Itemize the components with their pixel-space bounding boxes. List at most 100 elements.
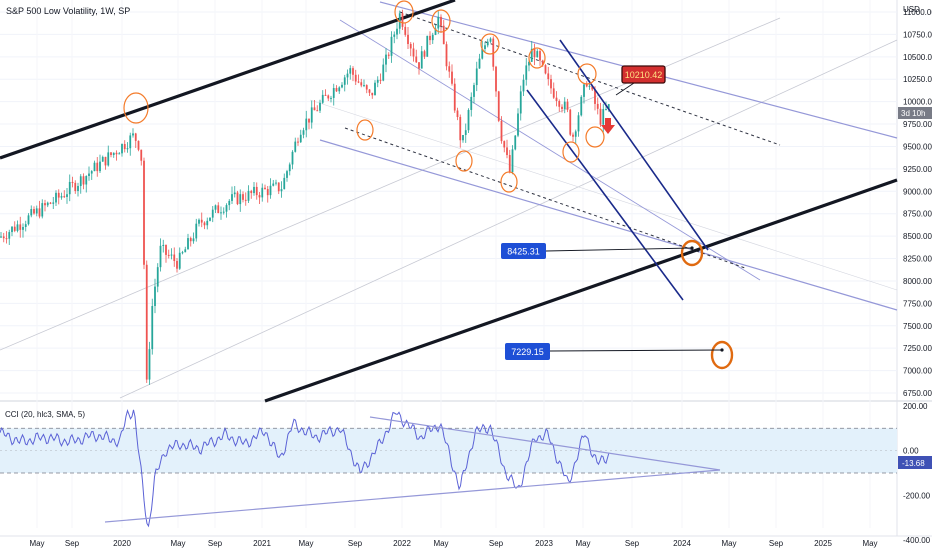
x-tick-label: May bbox=[170, 539, 185, 548]
candle-body bbox=[310, 107, 313, 123]
top-callout-box bbox=[621, 65, 666, 84]
candle-body bbox=[302, 130, 305, 135]
candle-body bbox=[420, 51, 423, 69]
candle-body bbox=[418, 62, 420, 69]
target-2-label[interactable]: 7229.15 bbox=[505, 343, 550, 360]
target-1-dot bbox=[690, 246, 694, 250]
highlight-circle bbox=[577, 63, 597, 85]
candle-body bbox=[222, 211, 225, 213]
highlight-circle bbox=[528, 47, 546, 69]
candle-body bbox=[404, 26, 407, 35]
x-tick-label: Sep bbox=[348, 539, 363, 548]
candle-body bbox=[492, 38, 495, 67]
cci-y-tick-label: -200.00 bbox=[903, 491, 931, 500]
candle-body bbox=[82, 176, 85, 185]
candle-body bbox=[294, 141, 297, 152]
candle-body bbox=[258, 195, 261, 198]
candle-body bbox=[203, 222, 206, 226]
candle-body bbox=[525, 65, 528, 80]
top-callout[interactable]: 10210.42 bbox=[621, 65, 666, 84]
dashed-upper-trendline bbox=[399, 11, 781, 146]
y-tick-label: 7500.00 bbox=[903, 322, 932, 331]
target-2-pointer bbox=[549, 349, 723, 352]
x-tick-label: 2020 bbox=[113, 539, 131, 548]
x-tick-label: May bbox=[29, 539, 44, 548]
candle-body bbox=[445, 44, 448, 67]
candle-body bbox=[431, 34, 434, 41]
candle-body bbox=[88, 173, 90, 177]
candle-body bbox=[154, 286, 156, 307]
candle-body bbox=[156, 267, 159, 287]
candle-body bbox=[66, 194, 68, 197]
candle-body bbox=[299, 134, 302, 143]
candle-body bbox=[19, 224, 22, 230]
x-tick-label: Sep bbox=[65, 539, 80, 548]
candle-body bbox=[506, 147, 508, 156]
top-callout-label: 10210.42 bbox=[625, 70, 663, 80]
x-tick-label: May bbox=[575, 539, 590, 548]
candle-body bbox=[316, 110, 319, 112]
cci-y-tick-label: 0.00 bbox=[903, 447, 919, 456]
candle-body bbox=[484, 45, 486, 49]
candle-body bbox=[577, 115, 580, 132]
candle-body bbox=[396, 28, 398, 35]
candle-body bbox=[426, 35, 429, 57]
y-tick-label: 6750.00 bbox=[903, 389, 932, 398]
candle-body bbox=[401, 13, 404, 27]
candle-body bbox=[580, 96, 583, 116]
candle-body bbox=[63, 196, 66, 198]
candle-body bbox=[266, 189, 269, 196]
candle-body bbox=[101, 156, 104, 162]
candle-body bbox=[407, 34, 409, 45]
candle-body bbox=[475, 68, 478, 86]
candle-body bbox=[30, 209, 33, 216]
candle-body bbox=[519, 91, 522, 114]
highlight-circle bbox=[394, 0, 414, 24]
candle-body bbox=[508, 155, 511, 173]
candle-body bbox=[107, 152, 110, 166]
candle-body bbox=[35, 208, 38, 214]
candle-body bbox=[528, 61, 530, 66]
x-tick-label: 2021 bbox=[253, 539, 271, 548]
candle-body bbox=[533, 48, 536, 58]
navy-lower-line bbox=[526, 89, 684, 301]
candle-body bbox=[96, 162, 99, 172]
candle-body bbox=[261, 187, 264, 198]
candle-body bbox=[176, 261, 178, 269]
y-tick-label: 10750.00 bbox=[903, 30, 932, 39]
candle-body bbox=[192, 238, 195, 242]
navy-upper-line bbox=[559, 39, 709, 251]
chart-title: S&P 500 Low Volatility, 1W, SP bbox=[6, 6, 130, 16]
candle-body bbox=[550, 79, 552, 89]
candle-body bbox=[412, 48, 415, 57]
candle-body bbox=[503, 141, 506, 148]
candle-body bbox=[390, 36, 393, 56]
x-tick-label: 2022 bbox=[393, 539, 411, 548]
currency-label: USD bbox=[903, 5, 920, 14]
candle-body bbox=[129, 135, 132, 149]
highlight-circle bbox=[562, 141, 580, 163]
candle-body bbox=[453, 83, 456, 111]
target-2-text: 7229.15 bbox=[511, 347, 544, 357]
candle-body bbox=[170, 254, 173, 256]
cci-triangle-upper bbox=[369, 416, 721, 471]
candle-body bbox=[104, 156, 107, 166]
candle-body bbox=[423, 51, 426, 57]
candle-body bbox=[68, 181, 71, 195]
candle-body bbox=[247, 190, 250, 201]
highlight-circle bbox=[431, 9, 451, 33]
y-tick-label: 10000.00 bbox=[903, 98, 932, 107]
candle-body bbox=[71, 181, 74, 183]
candle-body bbox=[126, 148, 129, 150]
candle-body bbox=[552, 88, 555, 98]
candle-body bbox=[233, 192, 236, 195]
candle-body bbox=[470, 96, 473, 110]
candle-body bbox=[544, 65, 547, 74]
candle-body bbox=[382, 64, 385, 81]
candle-body bbox=[44, 203, 46, 206]
candle-body bbox=[121, 144, 123, 154]
target-1-label[interactable]: 8425.31 bbox=[501, 243, 546, 259]
x-tick-label: Sep bbox=[208, 539, 223, 548]
candle-body bbox=[324, 94, 327, 96]
